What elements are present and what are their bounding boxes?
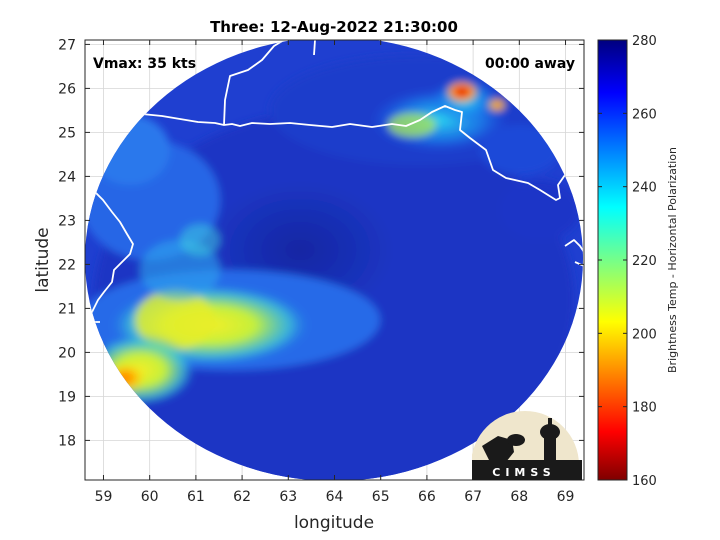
- colorbar-tick-label: 160: [632, 474, 657, 489]
- y-tick-label: 21: [58, 301, 76, 317]
- y-tick-label: 24: [58, 169, 76, 185]
- time-away-label: 00:00 away: [485, 56, 575, 72]
- colorbar-tick-label: 200: [632, 327, 657, 342]
- colorbar-tick-label: 180: [632, 401, 657, 416]
- y-tick-label: 18: [58, 433, 76, 449]
- y-tick-label: 22: [58, 257, 76, 273]
- x-tick-label: 60: [141, 489, 159, 505]
- colorbar-ticks: 280 260 240 220 200 180 160: [598, 34, 657, 489]
- y-tick-label: 20: [58, 345, 76, 361]
- cimss-logo-icon: CIMSS: [472, 411, 582, 480]
- y-tick-label: 23: [58, 213, 76, 229]
- colorbar-tick-label: 240: [632, 181, 657, 196]
- logo-text: CIMSS: [492, 466, 555, 479]
- plot-title: Three: 12-Aug-2022 21:30:00: [210, 18, 458, 36]
- y-tick-label: 25: [58, 125, 76, 141]
- x-tick-label: 67: [464, 489, 482, 505]
- x-tick-label: 65: [372, 489, 390, 505]
- x-tick-label: 63: [279, 489, 297, 505]
- colorbar-label: Brightness Temp - Horizontal Polarizatio…: [666, 147, 679, 373]
- y-tick-label: 26: [58, 81, 76, 97]
- y-tick-label: 27: [58, 37, 76, 53]
- y-axis-label: latitude: [33, 227, 53, 292]
- x-tick-label: 64: [326, 489, 344, 505]
- colorbar-tick-label: 280: [632, 34, 657, 49]
- vmax-label: Vmax: 35 kts: [93, 56, 196, 72]
- brightness-temperature-field: [85, 40, 583, 480]
- colorbar: [597, 39, 628, 481]
- x-tick-label: 68: [510, 489, 528, 505]
- x-tick-label: 59: [95, 489, 113, 505]
- x-tick-label: 62: [233, 489, 251, 505]
- x-tick-label: 66: [418, 489, 436, 505]
- axis-ticks: 59 60 61 62 63 64 65 66 67 68 69 27 26 25 24 23 22 21 20 19…: [58, 37, 584, 505]
- x-axis-label: longitude: [294, 513, 374, 533]
- x-tick-label: 61: [187, 489, 205, 505]
- colorbar-tick-label: 260: [632, 107, 657, 122]
- colorbar-tick-label: 220: [632, 254, 657, 269]
- y-tick-label: 19: [58, 389, 76, 405]
- x-tick-label: 69: [557, 489, 575, 505]
- coastline: [85, 40, 583, 341]
